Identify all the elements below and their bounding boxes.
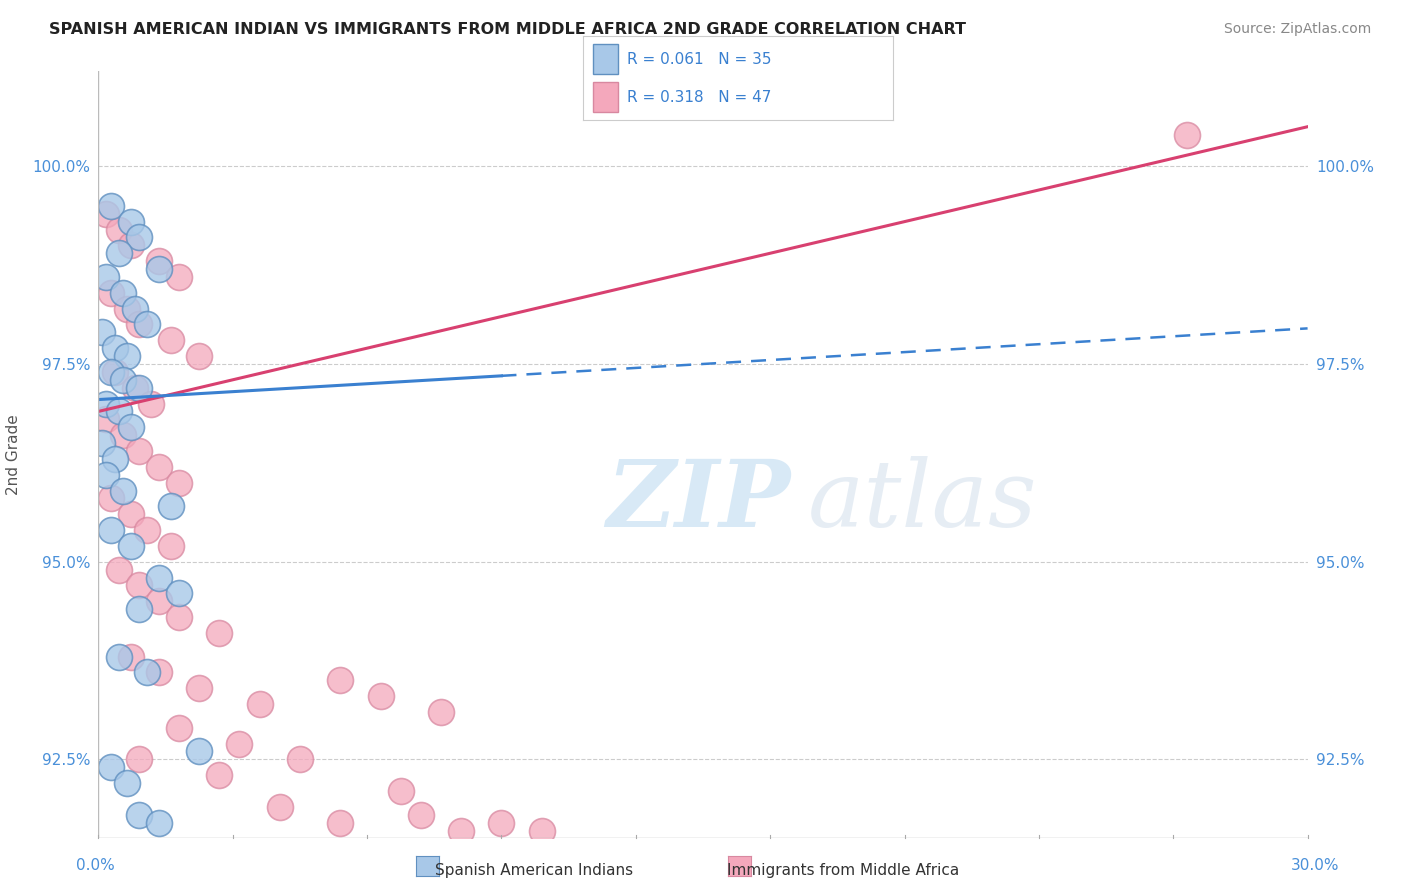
Point <box>96 396 118 410</box>
Point <box>120 507 142 521</box>
Point <box>111 428 134 442</box>
Text: Source: ZipAtlas.com: Source: ZipAtlas.com <box>1223 22 1371 37</box>
Point <box>103 341 125 355</box>
Point <box>128 602 150 616</box>
Point <box>128 381 150 395</box>
Point <box>148 459 170 474</box>
Point <box>208 625 231 640</box>
Point <box>167 475 190 490</box>
Point <box>530 823 553 838</box>
Point <box>329 815 352 830</box>
Point <box>148 594 170 608</box>
Point <box>107 563 129 577</box>
Point <box>135 318 157 332</box>
Point <box>128 578 150 592</box>
Point <box>148 254 170 268</box>
Point <box>111 483 134 498</box>
Point <box>96 270 118 285</box>
Point <box>103 451 125 466</box>
Y-axis label: 2nd Grade: 2nd Grade <box>6 415 21 495</box>
Point <box>135 665 157 680</box>
Point <box>100 760 122 774</box>
Point <box>96 412 118 426</box>
Point <box>128 807 150 822</box>
Text: Immigrants from Middle Africa: Immigrants from Middle Africa <box>727 863 960 879</box>
Point <box>100 365 122 379</box>
Point <box>370 689 392 703</box>
Point <box>288 752 311 766</box>
Point <box>167 610 190 624</box>
Text: R = 0.318   N = 47: R = 0.318 N = 47 <box>627 90 770 105</box>
Point <box>120 214 142 228</box>
Point <box>430 705 453 719</box>
Point <box>269 800 291 814</box>
Point <box>124 381 146 395</box>
Point <box>148 815 170 830</box>
Point <box>96 467 118 482</box>
Point <box>100 491 122 506</box>
Point <box>160 500 183 514</box>
Point <box>167 586 190 600</box>
Point <box>135 523 157 537</box>
Point <box>148 665 170 680</box>
Point <box>100 523 122 537</box>
Point <box>96 207 118 221</box>
Point <box>188 349 211 363</box>
Point <box>115 349 138 363</box>
Text: Spanish American Indians: Spanish American Indians <box>436 863 633 879</box>
Point <box>91 436 114 450</box>
Text: SPANISH AMERICAN INDIAN VS IMMIGRANTS FROM MIDDLE AFRICA 2ND GRADE CORRELATION C: SPANISH AMERICAN INDIAN VS IMMIGRANTS FR… <box>49 22 966 37</box>
FancyBboxPatch shape <box>593 44 617 74</box>
Point <box>107 246 129 260</box>
Point <box>208 768 231 782</box>
Point <box>120 649 142 664</box>
Point <box>167 721 190 735</box>
Point <box>111 285 134 300</box>
Point <box>139 396 162 410</box>
Point <box>120 238 142 252</box>
Point <box>188 744 211 758</box>
Point <box>409 807 432 822</box>
Point <box>128 318 150 332</box>
Point <box>111 373 134 387</box>
Point <box>160 333 183 347</box>
Point <box>107 222 129 236</box>
Point <box>128 230 150 244</box>
Text: 30.0%: 30.0% <box>1291 858 1339 873</box>
FancyBboxPatch shape <box>593 82 617 112</box>
Point <box>329 673 352 688</box>
Text: R = 0.061   N = 35: R = 0.061 N = 35 <box>627 52 772 67</box>
Point <box>100 199 122 213</box>
Point <box>167 270 190 285</box>
Point <box>450 823 472 838</box>
Point <box>115 776 138 790</box>
Point <box>1175 128 1198 142</box>
Point <box>107 649 129 664</box>
Point <box>115 301 138 316</box>
Point <box>91 326 114 340</box>
Text: ZIP: ZIP <box>606 456 790 546</box>
Text: atlas: atlas <box>808 456 1038 546</box>
Point <box>188 681 211 696</box>
Point <box>120 539 142 553</box>
Point <box>228 737 250 751</box>
Point <box>148 570 170 584</box>
Point <box>389 784 412 798</box>
Point <box>491 815 513 830</box>
Point <box>120 420 142 434</box>
Point <box>128 444 150 458</box>
Text: 0.0%: 0.0% <box>76 858 115 873</box>
Point <box>160 539 183 553</box>
Point <box>100 285 122 300</box>
Point <box>148 262 170 277</box>
Point <box>249 697 271 711</box>
Point <box>128 752 150 766</box>
Point <box>103 365 125 379</box>
Point <box>107 404 129 418</box>
Point <box>124 301 146 316</box>
